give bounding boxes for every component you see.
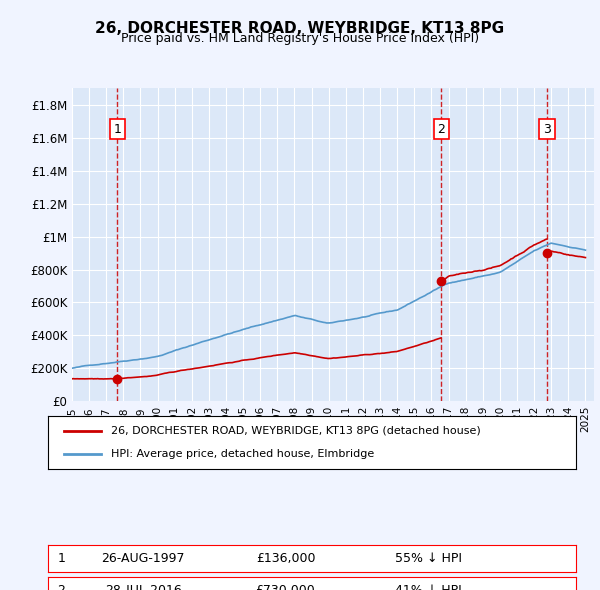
Text: £730,000: £730,000: [256, 585, 316, 590]
Text: 26, DORCHESTER ROAD, WEYBRIDGE, KT13 8PG (detached house): 26, DORCHESTER ROAD, WEYBRIDGE, KT13 8PG…: [112, 426, 481, 436]
Text: 3: 3: [543, 123, 551, 136]
Text: Price paid vs. HM Land Registry's House Price Index (HPI): Price paid vs. HM Land Registry's House …: [121, 32, 479, 45]
Text: £136,000: £136,000: [256, 552, 316, 565]
Text: 26, DORCHESTER ROAD, WEYBRIDGE, KT13 8PG: 26, DORCHESTER ROAD, WEYBRIDGE, KT13 8PG: [95, 21, 505, 35]
Text: 41% ↓ HPI: 41% ↓ HPI: [395, 585, 461, 590]
Text: 2: 2: [437, 123, 445, 136]
Text: 28-JUL-2016: 28-JUL-2016: [104, 585, 181, 590]
Text: 2: 2: [57, 585, 65, 590]
Text: HPI: Average price, detached house, Elmbridge: HPI: Average price, detached house, Elmb…: [112, 449, 374, 459]
Text: 1: 1: [113, 123, 121, 136]
Text: 55% ↓ HPI: 55% ↓ HPI: [395, 552, 461, 565]
Text: 26-AUG-1997: 26-AUG-1997: [101, 552, 185, 565]
Text: 1: 1: [57, 552, 65, 565]
